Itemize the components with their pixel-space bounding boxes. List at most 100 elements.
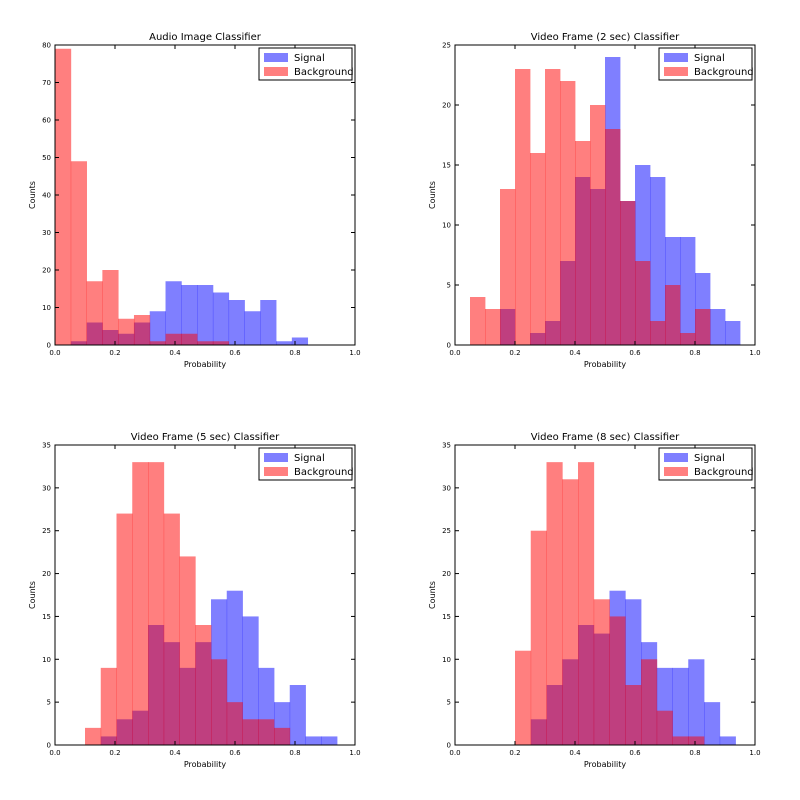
x-tick-label: 0.0 — [449, 349, 460, 357]
x-tick-label: 0.8 — [689, 349, 700, 357]
histogram-bar — [688, 659, 705, 745]
histogram-bar — [321, 736, 338, 745]
histogram-bar — [116, 513, 133, 745]
histogram-bar — [515, 650, 532, 745]
histogram-bar — [672, 736, 689, 745]
histogram-bar — [562, 479, 579, 745]
chart-panel-2: 0.0 0.2 0.4 0.6 0.8 1.0 0 5 10 15 20 25 Video Frame … — [428, 32, 761, 369]
y-tick-label: 30 — [42, 229, 51, 237]
x-tick-label: 0.4 — [569, 749, 581, 757]
legend-swatch-signal — [664, 453, 688, 462]
y-tick-label: 15 — [42, 613, 51, 621]
legend-label-background: Background — [694, 467, 754, 478]
histogram-bar — [163, 513, 180, 745]
x-tick-label: 0.2 — [509, 349, 520, 357]
histogram-bar — [165, 281, 182, 345]
histogram-bar — [688, 736, 705, 745]
histogram-bar — [55, 48, 72, 345]
x-tick-label: 0.8 — [289, 349, 300, 357]
histogram-bar — [197, 285, 214, 345]
x-tick-label: 0.2 — [109, 749, 120, 757]
x-tick-label: 1.0 — [749, 349, 760, 357]
y-tick-label: 50 — [42, 154, 51, 162]
histogram-bar — [530, 153, 546, 345]
histogram-bar — [242, 719, 259, 745]
histogram-bar — [593, 599, 610, 745]
y-tick-label: 35 — [442, 442, 451, 450]
histogram-bar — [258, 719, 275, 745]
histogram-bar — [680, 333, 696, 345]
y-tick-label: 30 — [42, 484, 51, 492]
legend-label-signal: Signal — [694, 53, 725, 64]
y-tick-label: 35 — [42, 442, 51, 450]
histogram-bar — [470, 297, 486, 345]
axes-frame — [454, 44, 756, 346]
series-background — [515, 462, 705, 745]
histogram-bar — [305, 736, 322, 745]
legend-label-signal: Signal — [294, 453, 325, 464]
histogram-bar — [85, 727, 102, 745]
chart-title: Video Frame (8 sec) Classifier — [531, 432, 680, 443]
y-tick-label: 25 — [42, 527, 51, 535]
legend-label-signal: Signal — [694, 453, 725, 464]
legend-label-background: Background — [694, 67, 754, 78]
histogram-bar — [132, 462, 149, 745]
histogram-bar — [276, 341, 293, 345]
y-tick-label: 15 — [442, 162, 451, 170]
y-tick-label: 30 — [442, 484, 451, 492]
y-axis-label: Counts — [28, 581, 37, 609]
y-tick-label: 20 — [442, 102, 451, 110]
legend: Signal Background — [658, 447, 754, 481]
x-tick-label: 0.6 — [629, 749, 641, 757]
y-tick-label: 10 — [442, 656, 451, 664]
histogram-bar — [625, 685, 642, 745]
histogram-bar — [635, 261, 651, 345]
histogram-bar — [289, 685, 306, 745]
histogram-bar — [70, 161, 87, 345]
histogram-bar — [102, 270, 119, 345]
y-tick-label: 40 — [42, 192, 51, 200]
series-background — [470, 69, 711, 345]
histogram-bar — [165, 333, 182, 345]
histogram-bar — [546, 462, 563, 745]
histogram-bar — [211, 659, 228, 745]
y-tick-label: 80 — [42, 42, 51, 50]
histogram-bar — [672, 667, 689, 745]
y-axis-label: Counts — [28, 181, 37, 209]
histogram-bar — [242, 616, 259, 745]
chart-title: Video Frame (2 sec) Classifier — [531, 32, 680, 43]
series-background — [85, 462, 291, 745]
legend-swatch-background — [264, 467, 288, 476]
histogram-bar — [149, 311, 166, 345]
histogram-bar — [680, 237, 696, 345]
histogram-bar — [212, 341, 230, 345]
histogram-bar — [650, 321, 666, 345]
legend-label-background: Background — [294, 467, 354, 478]
histogram-bar — [710, 309, 726, 345]
chart-title: Video Frame (5 sec) Classifier — [131, 432, 280, 443]
histogram-bar — [665, 285, 681, 345]
histogram-bar — [86, 281, 103, 345]
histogram-bar — [148, 462, 165, 745]
x-tick-label: 0.0 — [49, 749, 60, 757]
chart-panel-1: 0.0 0.2 0.4 0.6 0.8 1.0 0 10 20 30 40 50 60 70 80 Audio… — [28, 32, 361, 369]
y-tick-label: 10 — [42, 656, 51, 664]
x-axis-label: Probability — [184, 360, 227, 369]
histogram-bar — [291, 337, 309, 345]
histogram-bar — [228, 300, 245, 345]
histogram-bar — [149, 341, 166, 345]
histogram-bar — [133, 315, 151, 345]
y-tick-label: 5 — [447, 282, 451, 290]
x-axis-label: Probability — [184, 760, 227, 769]
histogram-bar — [226, 702, 243, 745]
y-tick-label: 20 — [42, 570, 51, 578]
chart-title: Audio Image Classifier — [149, 32, 262, 43]
x-tick-label: 0.6 — [229, 349, 241, 357]
histogram-bar — [575, 141, 591, 345]
y-tick-label: 10 — [442, 222, 451, 230]
histogram-bar — [545, 69, 561, 345]
x-tick-label: 0.0 — [49, 349, 60, 357]
histogram-bar — [719, 736, 736, 745]
histogram-bar — [725, 321, 741, 345]
y-tick-label: 20 — [442, 570, 451, 578]
